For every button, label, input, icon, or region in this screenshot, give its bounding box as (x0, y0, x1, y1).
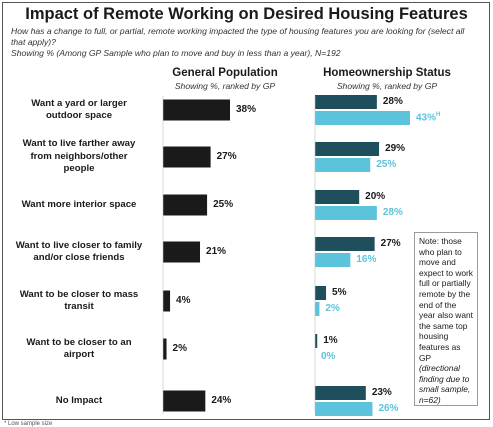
category-label-line: from neighbors/other (30, 150, 128, 162)
chart-frame (2, 2, 490, 420)
gp-value-label: 4% (176, 295, 191, 306)
ho-light-value-label: 25% (376, 159, 397, 170)
ho-dark-value-label: 1% (323, 335, 338, 346)
category-label-line: Want to be closer to mass (19, 288, 139, 300)
ho-dark-value-label: 29% (385, 143, 406, 154)
category-label-line: airport (63, 349, 95, 360)
category-label: Want a yard or larger outdoor space (6, 98, 152, 123)
footnote: * Low sample size (4, 421, 53, 427)
ho-light-value-label: 2% (325, 303, 340, 314)
ho-light-value-label: 28% (382, 207, 403, 218)
gp-value-label: 21% (206, 246, 227, 257)
category-label-line: Want to live farther away (22, 138, 136, 150)
category-label-line: outdoor space (45, 110, 113, 121)
category-label: Want to be closer to an airport (6, 337, 152, 362)
gp-bar (163, 146, 211, 168)
ho-column-title: Homeownership Status (323, 67, 451, 79)
category-label: Want more interior space (6, 199, 152, 212)
category-label: Want to live closer to family and/or clos… (6, 240, 152, 265)
category-label-line: transit (64, 301, 94, 312)
ho-light-bar (315, 402, 373, 416)
survey-question: How has a change to full, or partial, re… (11, 26, 465, 47)
ho-dark-bar (315, 190, 360, 204)
note-italic-text: (directional finding due to small sample… (419, 363, 471, 405)
ho-light-bar (315, 302, 320, 316)
category-label-line: Want to live closer to family (15, 239, 143, 251)
ho-light-bar (315, 206, 377, 220)
ho-light-value-label: 43%H (416, 112, 441, 124)
ho-light-bar (315, 253, 351, 267)
category-label-line: No Impact (55, 394, 103, 406)
gp-column-subtitle: Showing %, ranked by GP (174, 81, 276, 91)
ho-light-bar (315, 111, 410, 125)
category-label-line: people (63, 163, 95, 175)
ho-dark-bar (315, 386, 366, 400)
gp-bar (163, 194, 208, 216)
category-label: No Impact (6, 395, 152, 408)
gp-value-label: 25% (213, 199, 234, 210)
gp-bar (163, 99, 230, 121)
note-box: Note: those who plan to move and expect … (414, 232, 478, 406)
gp-bar (163, 338, 167, 360)
gp-column-title: General Population (172, 67, 278, 79)
ho-light-value-label: 26% (378, 403, 399, 414)
gp-bar (163, 290, 171, 312)
gp-value-label: 38% (236, 104, 257, 115)
ho-dark-bar (315, 237, 375, 251)
gp-value-label: 2% (172, 343, 187, 354)
ho-light-value-label: 16% (356, 254, 377, 265)
category-label: Want to be closer to mass transit (6, 289, 152, 314)
ho-dark-bar (315, 95, 377, 109)
ho-dark-value-label: 27% (380, 238, 401, 249)
ho-dark-value-label: 5% (332, 287, 347, 298)
category-label-line: Want to be closer to an (26, 336, 132, 348)
gp-bar (163, 390, 206, 412)
ho-dark-bar (315, 286, 327, 300)
gp-value-label: 24% (211, 395, 232, 406)
ho-column-subtitle: Showing %, ranked by GP (336, 81, 438, 91)
category-label: Want to live farther away from neighbors/… (6, 138, 152, 176)
ho-dark-bar (315, 142, 380, 156)
sample-base: Showing % (Among GP Sample who plan to m… (11, 48, 341, 58)
category-label-line: and/or close friends (33, 252, 125, 263)
ho-light-value-label: 0% (321, 351, 336, 362)
category-label-line: Want a yard or larger (31, 97, 127, 109)
gp-value-label: 27% (216, 151, 237, 162)
gp-bar (163, 241, 201, 263)
ho-dark-bar (315, 334, 318, 348)
chart-title: Impact of Remote Working on Desired Hous… (25, 5, 468, 23)
ho-dark-value-label: 20% (365, 191, 386, 202)
ho-dark-value-label: 28% (382, 96, 403, 107)
note-text: Note: those who plan to move and expect … (419, 236, 473, 363)
ho-light-bar (315, 158, 371, 172)
category-label-line: Want more interior space (21, 198, 137, 210)
ho-dark-value-label: 23% (371, 387, 392, 398)
significance-marker: H (436, 112, 441, 118)
